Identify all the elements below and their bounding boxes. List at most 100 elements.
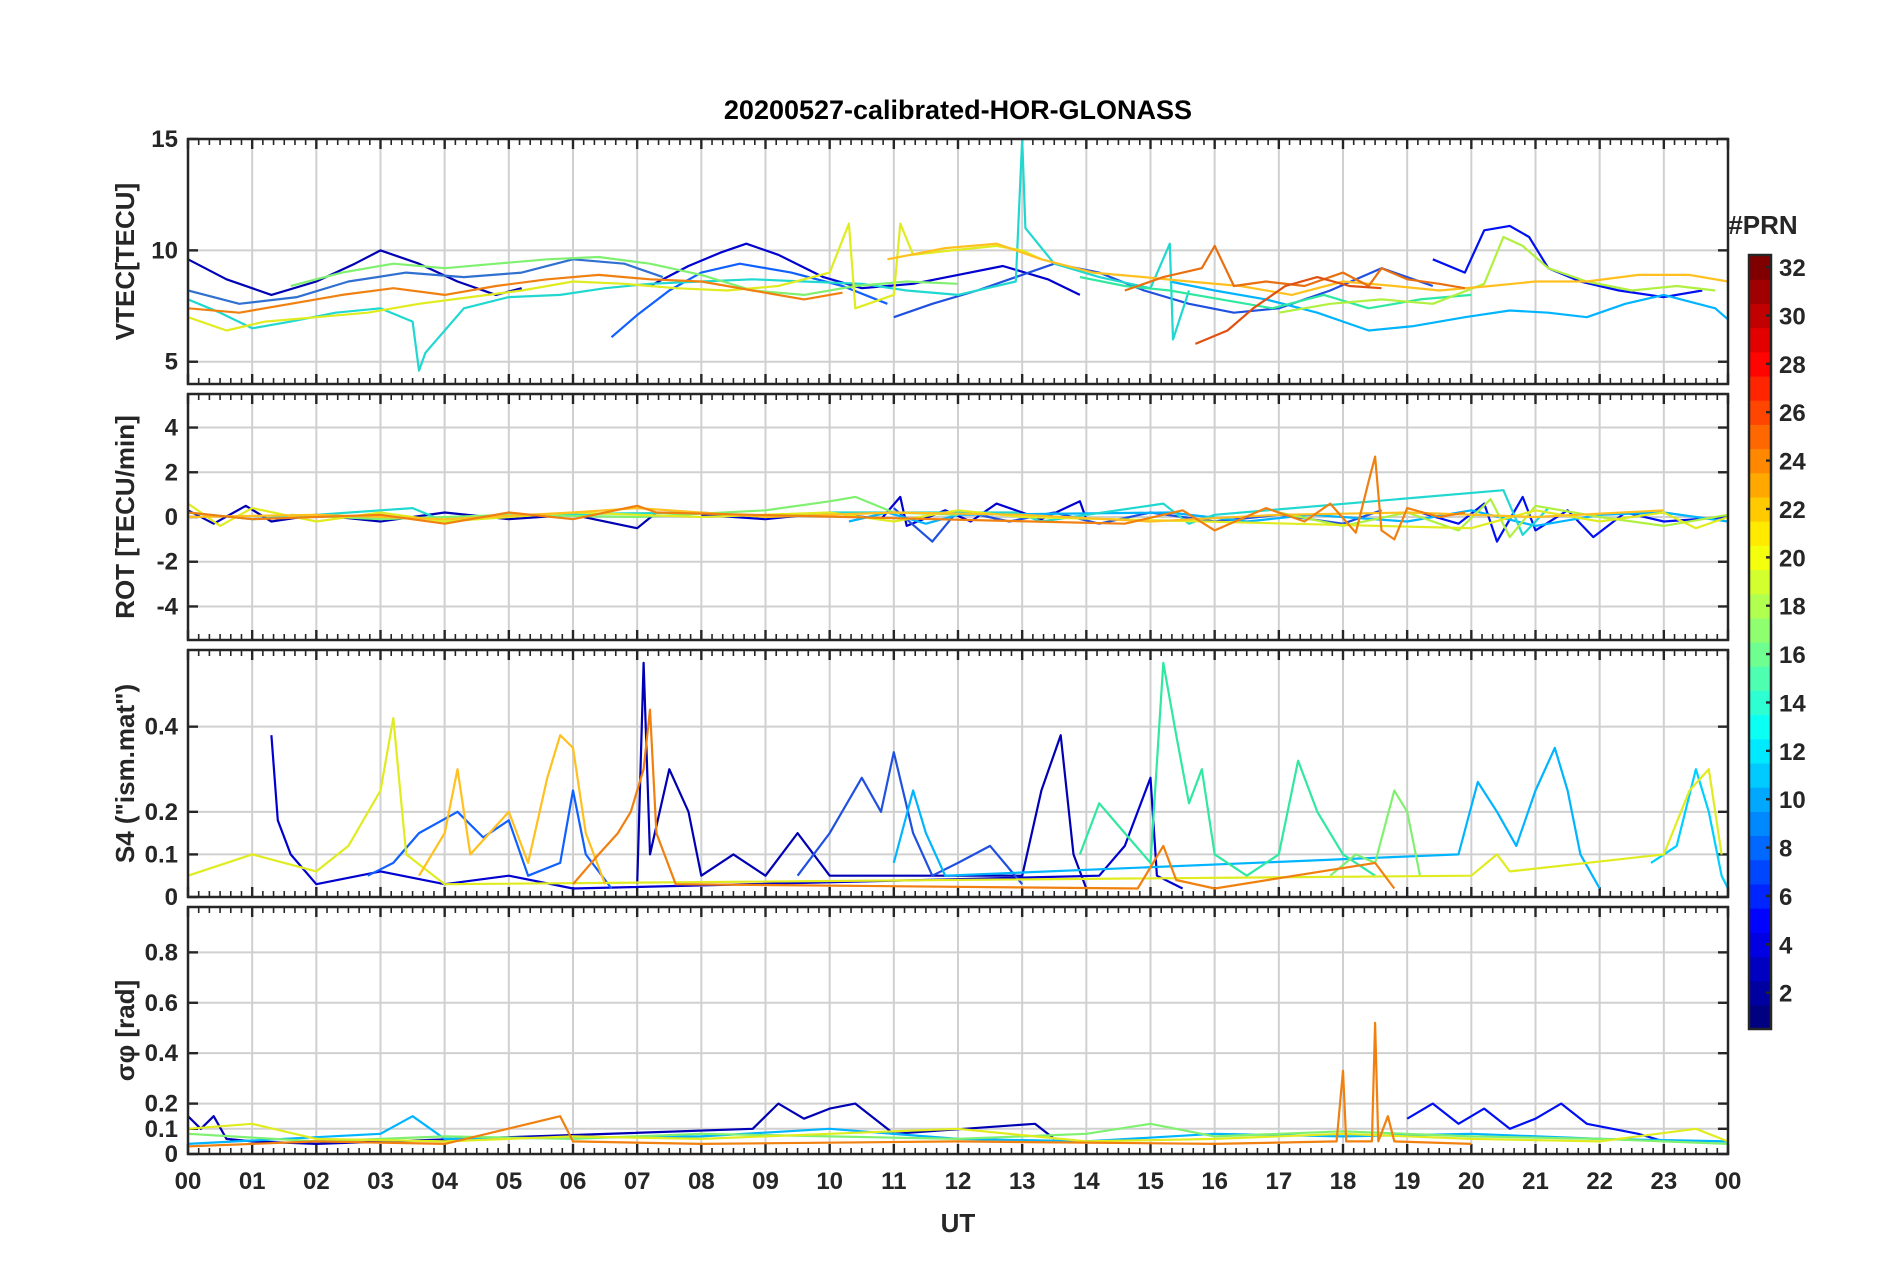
x-tick-label: 14 [1073, 1168, 1100, 1195]
x-tick-label: 00 [1715, 1168, 1742, 1195]
colorbar-tick-label: 14 [1779, 690, 1806, 717]
colorbar-tick-label: 2 [1779, 981, 1792, 1008]
x-tick-label: 06 [560, 1168, 587, 1195]
colorbar-tick-label: 20 [1779, 545, 1806, 572]
y-tick-label: 15 [151, 126, 178, 153]
colorbar-tick-label: 22 [1779, 497, 1806, 524]
y-axis-label: VTEC[TECU] [110, 183, 140, 340]
x-tick-label: 02 [303, 1168, 330, 1195]
colorbar-segment [1749, 1004, 1771, 1030]
colorbar-segment [1749, 569, 1771, 595]
series-group [188, 139, 1728, 372]
series-line-prn-20 [188, 222, 1042, 332]
series-line-prn-4 [1406, 1102, 1665, 1143]
colorbar-tick-label: 30 [1779, 303, 1806, 330]
x-tick-label: 12 [945, 1168, 972, 1195]
panel-2: -4 -2 0 2 4 ROT [TECU/min] [110, 392, 1730, 642]
panel-frame [186, 392, 1730, 642]
colorbar-segment [1749, 303, 1771, 329]
x-tick-label: 09 [752, 1168, 779, 1195]
y-tick-label: 2 [165, 459, 178, 486]
y-tick-label: 5 [165, 349, 178, 376]
x-tick-label: 22 [1586, 1168, 1613, 1195]
colorbar-segment [1749, 496, 1771, 522]
series-line-prn-7 [188, 258, 664, 305]
colorbar-segment [1749, 424, 1771, 450]
y-tick-label: 0.4 [145, 1040, 179, 1067]
x-tick-label: 10 [816, 1168, 843, 1195]
series-group [188, 661, 1728, 890]
series-group [188, 455, 1728, 543]
series-line-prn-26 [1194, 276, 1382, 345]
x-axis-label: UT [941, 1208, 976, 1238]
series-group [188, 1021, 1728, 1148]
x-tick-label: 01 [239, 1168, 266, 1195]
y-axis-label: S4 ("ism.mat") [110, 684, 140, 863]
colorbar-segment [1749, 375, 1771, 401]
colorbar-segment [1749, 690, 1771, 716]
colorbar-segment [1749, 642, 1771, 667]
x-tick-label: 16 [1201, 1168, 1228, 1195]
x-tick-label: 20 [1458, 1168, 1485, 1195]
colorbar-segment [1749, 327, 1771, 353]
colorbar-segment [1749, 908, 1771, 933]
colorbar-segment [1749, 932, 1771, 958]
x-tick-label: 17 [1265, 1168, 1292, 1195]
series-line-prn-2 [188, 249, 522, 296]
colorbar-segment [1749, 787, 1771, 812]
colorbar-tick-label: 8 [1779, 836, 1792, 863]
colorbar-tick-label: 16 [1779, 642, 1806, 669]
y-tick-label: 10 [151, 237, 178, 264]
colorbar-segment [1749, 811, 1771, 837]
chart-title: 20200527-calibrated-HOR-GLONASS [724, 95, 1192, 125]
x-tick-label: 03 [367, 1168, 394, 1195]
colorbar-segment [1749, 835, 1771, 861]
series-line-prn-22 [188, 507, 1664, 523]
y-tick-label: 0.1 [145, 1116, 178, 1143]
series-line-prn-24 [188, 1021, 1472, 1148]
colorbar-label: #PRN [1728, 210, 1797, 240]
x-tick-label: 11 [881, 1168, 906, 1195]
y-axis-label: σφ [rad] [110, 980, 140, 1081]
colorbar-segment [1749, 279, 1771, 304]
colorbar-segment [1749, 593, 1771, 619]
series-line-prn-4 [1432, 224, 1703, 299]
series-line-prn-24 [188, 273, 843, 314]
colorbar-segment [1749, 521, 1771, 546]
colorbar-segment [1749, 255, 1771, 280]
y-tick-label: 0.4 [145, 714, 179, 741]
y-tick-label: 0.2 [145, 1091, 178, 1118]
y-tick-label: 0.2 [145, 799, 178, 826]
y-tick-label: 0.6 [145, 990, 178, 1017]
series-line-prn-3 [270, 735, 1184, 890]
colorbar-segment [1749, 738, 1771, 764]
x-axis: 00 01 02 03 04 05 06 07 08 09 10 11 12 13 14 15 16 17 18 19… [175, 1168, 1742, 1195]
x-tick-label: 13 [1009, 1168, 1036, 1195]
colorbar-tick-label: 4 [1779, 932, 1793, 959]
panel-4: 00.10.2 0.4 0.6 0.8σφ [rad] [110, 905, 1730, 1168]
x-tick-label: 23 [1650, 1168, 1677, 1195]
series-line-prn-14 [1079, 276, 1472, 310]
y-tick-label: 0.1 [145, 841, 178, 868]
colorbar-tick-label: 28 [1779, 352, 1806, 379]
x-tick-label: 08 [688, 1168, 715, 1195]
colorbar-segment [1749, 448, 1771, 474]
colorbar-segment [1749, 472, 1771, 498]
colorbar-tick-label: 18 [1779, 594, 1806, 621]
series-line-prn-6 [796, 751, 1024, 885]
panel-1: 5 10 15 VTEC[TECU] [110, 126, 1730, 386]
colorbar-segment [1749, 883, 1771, 909]
colorbar-segment [1749, 980, 1771, 1006]
series-line-prn-22 [887, 242, 1728, 296]
colorbar-tick-label: 32 [1779, 255, 1806, 282]
colorbar-segment [1749, 762, 1771, 788]
panel-frame [186, 137, 1730, 386]
series-line-prn-16 [290, 255, 959, 296]
colorbar-segment [1749, 400, 1771, 425]
colorbar-segment [1749, 617, 1771, 643]
x-tick-label: 05 [495, 1168, 522, 1195]
series-line-prn-16 [188, 1122, 1728, 1145]
